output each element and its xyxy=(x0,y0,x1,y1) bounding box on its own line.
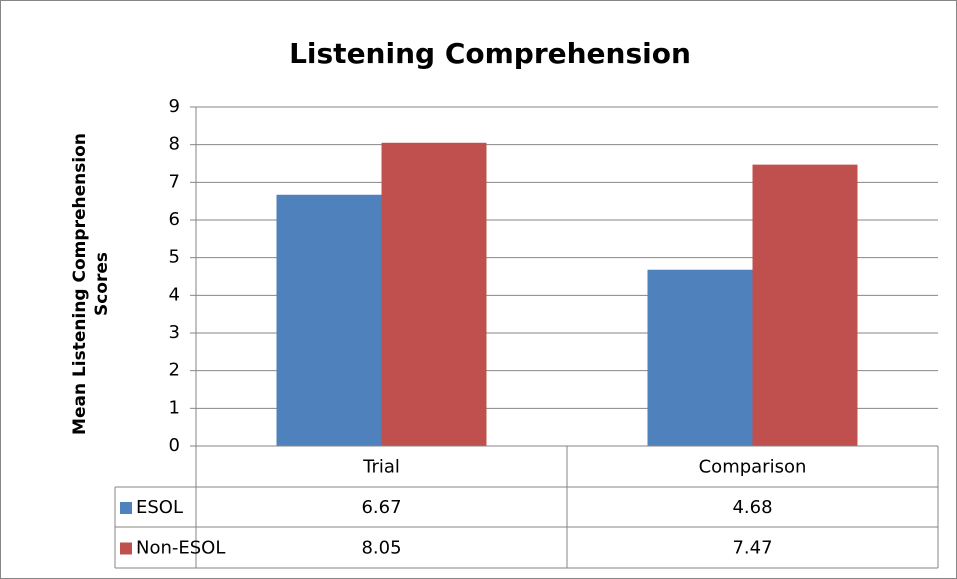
y-tick-label: 5 xyxy=(169,247,180,268)
y-tick-label: 8 xyxy=(169,134,180,155)
y-tick-label: 2 xyxy=(169,360,180,381)
table-value: 6.67 xyxy=(361,497,401,518)
bar xyxy=(381,142,487,447)
bar xyxy=(647,269,753,446)
y-tick-label: 3 xyxy=(169,322,180,343)
y-tick-label: 9 xyxy=(169,96,180,117)
bar xyxy=(276,194,382,446)
x-tick-label: Comparison xyxy=(699,457,807,478)
y-tick-label: 4 xyxy=(169,284,180,305)
table-value: 8.05 xyxy=(361,538,401,559)
y-axis-label: Mean Listening Comprehension Scores xyxy=(70,133,112,435)
legend-label: Non-ESOL xyxy=(136,538,225,559)
table-value: 4.68 xyxy=(732,497,772,518)
y-tick-label: 7 xyxy=(169,171,180,192)
x-tick-label: Trial xyxy=(362,457,400,478)
y-tick-label: 1 xyxy=(169,397,180,418)
legend-key xyxy=(120,502,132,514)
legend-label: ESOL xyxy=(136,497,183,518)
bar xyxy=(752,164,858,446)
legend-key xyxy=(120,542,132,555)
table-value: 7.47 xyxy=(732,538,772,559)
y-tick-label: 0 xyxy=(169,435,180,456)
chart-title: Listening Comprehension xyxy=(289,37,691,70)
y-tick-label: 6 xyxy=(169,209,180,230)
